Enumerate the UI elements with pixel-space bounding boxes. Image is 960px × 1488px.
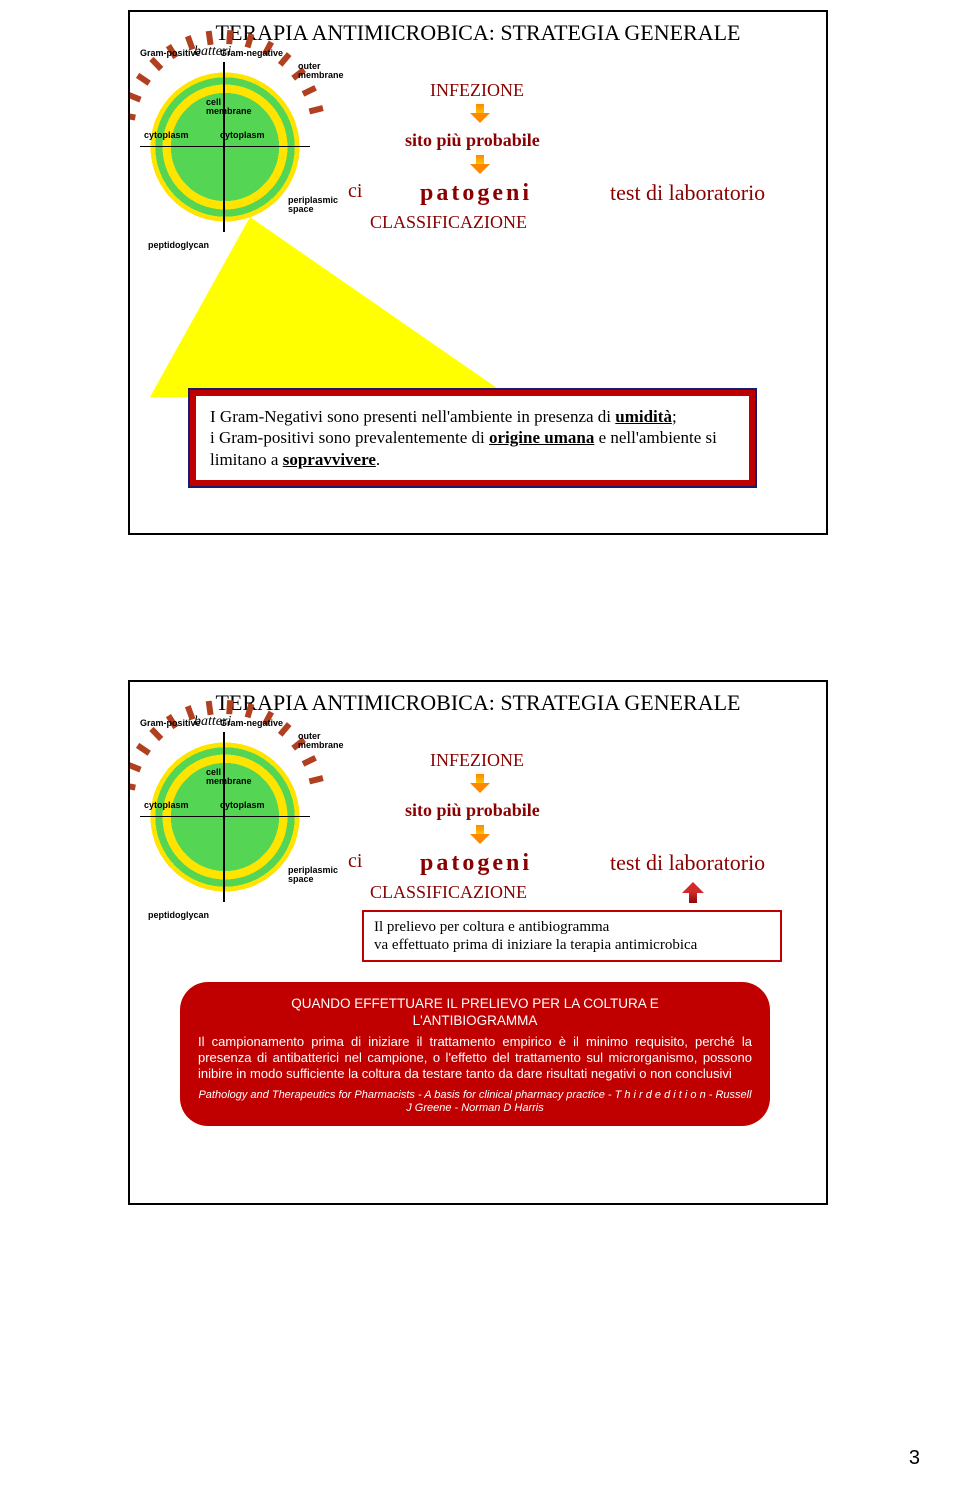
info-line-2: va effettuato prima di iniziare la terap… (374, 936, 770, 954)
red-bubble: QUANDO EFFETTUARE IL PRELIEVO PER LA COL… (180, 982, 770, 1126)
box1-sopravvivere: sopravvivere (283, 450, 376, 469)
label-gram-positive-2: Gram-positive (140, 718, 201, 728)
label-cytoplasm-left-2: cytoplasm (144, 800, 189, 810)
bacteria-hline (140, 146, 310, 147)
box1-umidita: umidità (615, 407, 672, 426)
ci-label-2: ci (348, 850, 362, 873)
test-lab-label-1: test di laboratorio (610, 180, 765, 206)
label-outer-membrane: outermembrane (298, 62, 344, 80)
page-number: 3 (909, 1447, 920, 1470)
label-cytoplasm-left: cytoplasm (144, 130, 189, 140)
label-gram-positive: Gram-positive (140, 48, 201, 58)
bacteria-divider-2 (223, 732, 225, 902)
bacteria-diagram-2: Gram-positive Gram-negative outermembran… (138, 718, 348, 928)
slide-1: TERAPIA ANTIMICROBICA: STRATEGIA GENERAL… (128, 10, 828, 535)
label-cell-membrane-2: cellmembrane (206, 768, 252, 786)
label-cell-membrane: cellmembrane (206, 98, 252, 116)
label-peptidoglycan-2: peptidoglycan (148, 910, 209, 920)
arrow-down-1 (470, 104, 490, 124)
patogeni-label-2: patogeni (420, 850, 532, 877)
box1-text-a: I Gram-Negativi sono presenti nell'ambie… (210, 407, 615, 426)
label-cytoplasm-right: cytoplasm (220, 130, 265, 140)
label-gram-negative: Gram-negative (220, 48, 283, 58)
bacteria-divider (223, 62, 225, 232)
slide-2: TERAPIA ANTIMICROBICA: STRATEGIA GENERAL… (128, 680, 828, 1205)
classificazione-label-2: CLASSIFICAZIONE (370, 882, 527, 903)
arrow-down-2 (470, 155, 490, 175)
gram-description-box: I Gram-Negativi sono presenti nell'ambie… (190, 390, 755, 486)
label-gram-negative-2: Gram-negative (220, 718, 283, 728)
bubble-citation: Pathology and Therapeutics for Pharmacis… (198, 1089, 752, 1117)
arrow-down-3 (470, 774, 490, 794)
prelievo-infobox: Il prelievo per coltura e antibiogramma … (362, 910, 782, 962)
patogeni-label-1: patogeni (420, 180, 532, 207)
ci-label-1: ci (348, 180, 362, 203)
arrow-down-4 (470, 825, 490, 845)
bubble-title: QUANDO EFFETTUARE IL PRELIEVO PER LA COL… (198, 996, 752, 1030)
infezione-label-1: INFEZIONE (430, 80, 524, 101)
test-lab-label-2: test di laboratorio (610, 850, 765, 876)
info-line-1: Il prelievo per coltura e antibiogramma (374, 918, 770, 936)
label-periplasmic-2: periplasmicspace (288, 866, 338, 884)
bacteria-hline-2 (140, 816, 310, 817)
sito-label-2: sito più probabile (405, 800, 540, 821)
label-outer-membrane-2: outermembrane (298, 732, 344, 750)
infezione-label-2: INFEZIONE (430, 750, 524, 771)
box1-origine: origine umana (489, 428, 594, 447)
label-cytoplasm-right-2: cytoplasm (220, 800, 265, 810)
label-periplasmic: periplasmicspace (288, 196, 338, 214)
sito-label-1: sito più probabile (405, 130, 540, 151)
arrow-up-1 (682, 882, 704, 904)
bubble-body: Il campionamento prima di iniziare il tr… (198, 1034, 752, 1083)
yellow-triangle (150, 217, 510, 397)
